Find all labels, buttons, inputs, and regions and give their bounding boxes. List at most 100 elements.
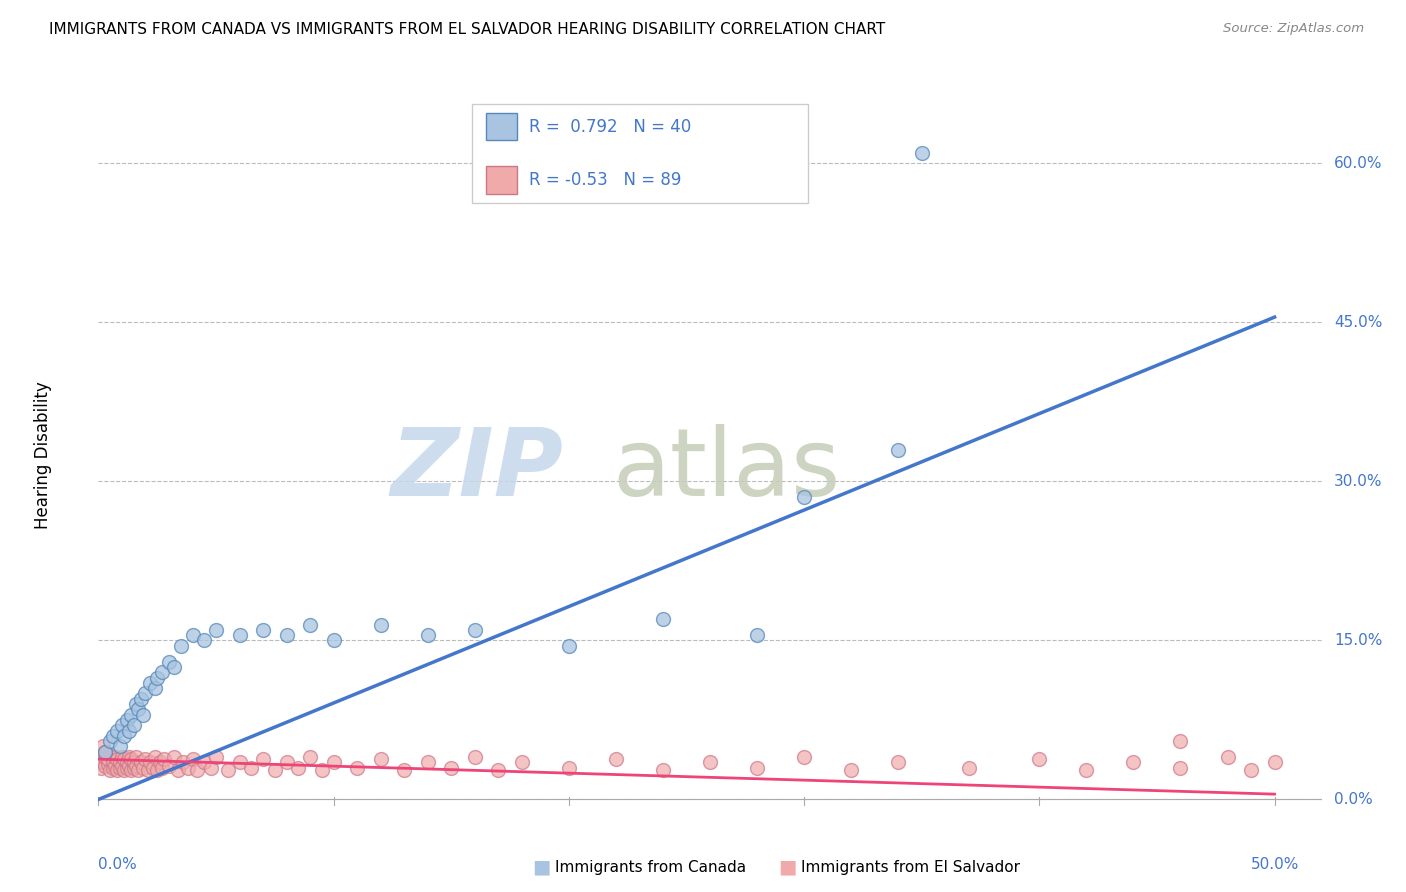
Point (122, 718, 145, 732)
Text: R =  0.792   N = 40: R = 0.792 N = 40 (529, 118, 692, 136)
Point (98, 763, 121, 777)
Text: Hearing Disability: Hearing Disability (34, 381, 52, 529)
Point (163, 750, 186, 764)
Point (793, 491, 815, 505)
Point (122, 761, 145, 775)
Point (122, 756, 145, 770)
Point (153, 752, 176, 766)
Point (120, 763, 142, 777)
Point (132, 707, 155, 722)
Text: Immigrants from El Salvador: Immigrants from El Salvador (801, 860, 1021, 874)
Point (745, 761, 768, 775)
Point (276, 628, 298, 642)
Point (299, 617, 322, 632)
Point (1170, 734, 1192, 748)
Point (346, 761, 368, 775)
Text: 45.0%: 45.0% (1334, 315, 1382, 330)
Text: ■: ■ (531, 857, 551, 877)
Point (181, 752, 204, 766)
Point (118, 758, 141, 772)
Point (911, 145, 934, 160)
Point (605, 752, 627, 766)
Point (127, 763, 149, 777)
Point (90, 761, 112, 775)
Point (146, 763, 169, 777)
Point (699, 756, 721, 770)
Point (111, 750, 134, 764)
Point (186, 763, 208, 777)
Point (464, 750, 486, 764)
Point (464, 623, 486, 637)
Point (108, 756, 131, 770)
Point (416, 628, 439, 642)
Point (98, 747, 121, 762)
Point (115, 713, 138, 727)
Point (127, 702, 149, 716)
Point (157, 655, 180, 669)
Point (97, 757, 120, 772)
Point (112, 729, 135, 743)
Point (1028, 752, 1050, 766)
Point (510, 756, 533, 770)
Point (252, 623, 274, 637)
Point (793, 750, 815, 764)
Point (263, 763, 285, 777)
Point (177, 761, 200, 775)
Point (91, 739, 114, 754)
Point (101, 761, 124, 775)
Bar (486, 112, 517, 140)
Point (200, 761, 222, 775)
Point (118, 723, 141, 738)
Point (228, 628, 250, 642)
Point (118, 750, 141, 764)
Text: 0.0%: 0.0% (1334, 792, 1372, 807)
Point (101, 729, 124, 743)
Point (129, 756, 152, 770)
Point (205, 750, 228, 764)
Text: 60.0%: 60.0% (1334, 156, 1382, 171)
Point (370, 752, 392, 766)
Point (94, 758, 117, 772)
Point (141, 761, 163, 775)
Text: R = -0.53   N = 89: R = -0.53 N = 89 (529, 171, 682, 189)
Point (392, 763, 416, 777)
Text: Source: ZipAtlas.com: Source: ZipAtlas.com (1223, 22, 1364, 36)
Point (276, 756, 298, 770)
Point (104, 750, 127, 764)
Point (149, 756, 172, 770)
Point (839, 763, 862, 777)
Point (143, 750, 166, 764)
Point (136, 763, 159, 777)
Point (1240, 763, 1263, 777)
Point (558, 761, 581, 775)
Point (1216, 750, 1239, 764)
Point (120, 752, 142, 766)
Point (1076, 763, 1098, 777)
Point (94, 745, 117, 759)
Point (97, 752, 120, 766)
Point (1122, 756, 1144, 770)
Point (252, 752, 274, 766)
Point (134, 752, 156, 766)
Point (150, 761, 173, 775)
Point (143, 681, 166, 695)
Point (101, 756, 124, 770)
Point (132, 761, 155, 775)
Point (163, 660, 186, 674)
Point (1264, 756, 1286, 770)
Point (486, 763, 509, 777)
Point (108, 761, 131, 775)
Point (112, 752, 135, 766)
Point (108, 739, 131, 754)
Text: Immigrants from Canada: Immigrants from Canada (555, 860, 747, 874)
Point (139, 676, 162, 690)
Point (416, 756, 439, 770)
Point (125, 758, 148, 772)
Point (105, 723, 128, 738)
Point (104, 758, 127, 772)
Point (240, 761, 263, 775)
Text: 15.0%: 15.0% (1334, 633, 1382, 648)
Point (887, 756, 910, 770)
Point (193, 756, 215, 770)
Point (370, 617, 392, 632)
